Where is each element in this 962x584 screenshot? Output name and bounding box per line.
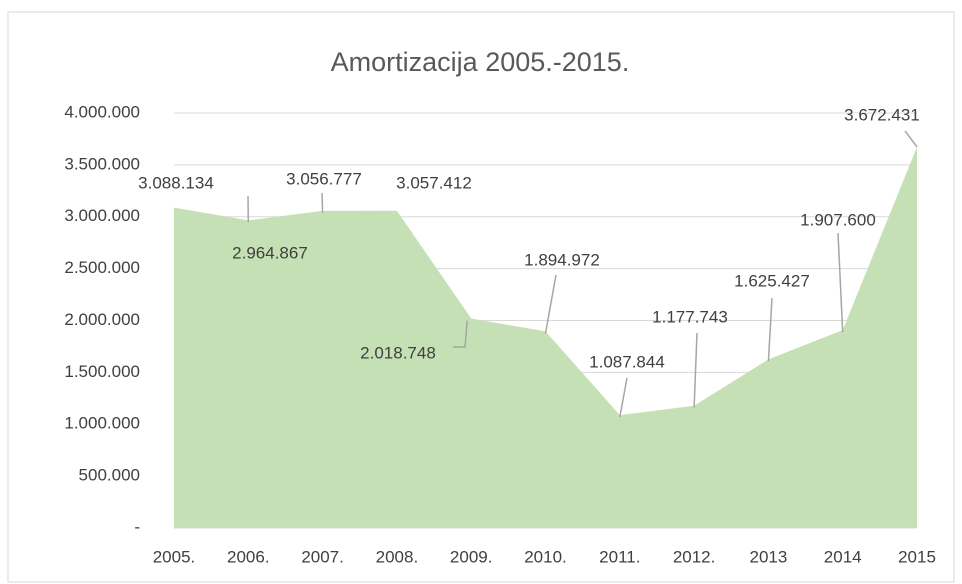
data-label: 1.087.844 xyxy=(589,352,665,371)
x-tick-label: 2014 xyxy=(824,547,862,566)
leader-line xyxy=(767,297,773,362)
y-tick-label: 500.000 xyxy=(79,466,140,485)
leader-line xyxy=(693,332,698,408)
data-label: 1.177.743 xyxy=(652,307,728,326)
data-label: 1.894.972 xyxy=(524,250,600,269)
y-tick-label: - xyxy=(134,517,140,536)
y-tick-label: 2.000.000 xyxy=(64,310,140,329)
data-label: 3.056.777 xyxy=(286,169,362,188)
leader-line xyxy=(904,130,918,148)
leader-line xyxy=(837,232,844,333)
y-tick-label: 3.500.000 xyxy=(64,154,140,173)
data-label: 1.625.427 xyxy=(734,271,810,290)
chart-title: Amortizacija 2005.-2015. xyxy=(331,47,630,77)
data-label: 3.088.134 xyxy=(138,173,214,192)
area xyxy=(174,146,917,528)
y-tick-label: 2.500.000 xyxy=(64,258,140,277)
data-label: 3.672.431 xyxy=(844,105,920,124)
y-tick-label: 3.000.000 xyxy=(64,206,140,225)
x-tick-label: 2011. xyxy=(599,547,640,566)
leader-line xyxy=(619,377,628,418)
data-label: 2.018.748 xyxy=(360,343,436,362)
x-tick-label: 2015 xyxy=(898,547,936,566)
y-tick-label: 1.000.000 xyxy=(64,414,140,433)
data-label: 3.057.412 xyxy=(396,173,472,192)
data-label: 1.907.600 xyxy=(800,210,876,229)
x-tick-label: 2005. xyxy=(153,547,196,566)
leader-line xyxy=(453,320,468,348)
y-tick-label: 1.500.000 xyxy=(64,362,140,381)
x-tick-label: 2007. xyxy=(301,547,344,566)
y-tick-label: 4.000.000 xyxy=(64,102,140,121)
x-tick-label: 2013 xyxy=(749,547,787,566)
leader-line xyxy=(321,192,324,213)
leader-line xyxy=(544,274,557,334)
x-tick-label: 2012. xyxy=(673,547,716,566)
x-tick-label: 2009. xyxy=(450,547,493,566)
data-label: 2.964.867 xyxy=(232,243,308,262)
x-tick-label: 2008. xyxy=(376,547,419,566)
x-tick-label: 2010. xyxy=(524,547,567,566)
x-tick-label: 2006. xyxy=(227,547,270,566)
